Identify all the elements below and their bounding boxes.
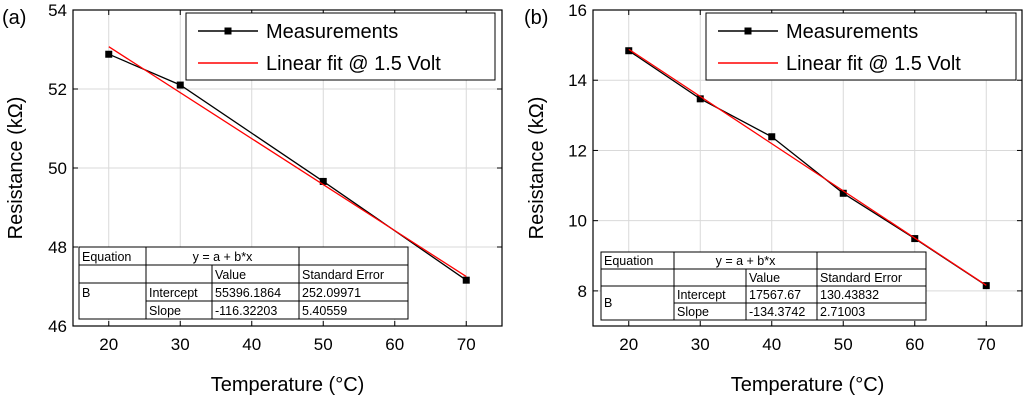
fit-table-header-value: Value	[215, 268, 246, 282]
series-line-linear-fit	[108, 46, 467, 278]
legend-label: Linear fit @ 1.5 Volt	[266, 53, 441, 75]
x-tick-label: 20	[99, 335, 118, 354]
y-tick-label: 12	[568, 141, 587, 160]
data-point	[696, 95, 704, 103]
data-point	[176, 81, 184, 89]
x-tick-label: 50	[314, 335, 333, 354]
fit-table-row-name: Slope	[149, 304, 181, 318]
fit-table-parameter: B	[82, 286, 90, 300]
fit-table-row-name: Slope	[677, 305, 709, 319]
fit-table-equation-label: Equation	[82, 250, 131, 264]
y-tick-label: 8	[578, 282, 587, 301]
fit-table-row-error: 130.43832	[820, 288, 879, 302]
series-line-linear-fit	[628, 48, 987, 286]
data-point	[839, 189, 847, 197]
fit-table-header-error: Standard Error	[302, 268, 384, 282]
x-tick-label: 60	[905, 335, 924, 354]
fit-table-header-value: Value	[749, 271, 780, 285]
fit-table-equation: y = a + b*x	[716, 254, 777, 268]
x-tick-label: 40	[762, 335, 781, 354]
y-tick-label: 10	[568, 212, 587, 231]
fit-table-row-value: 55396.1864	[215, 286, 281, 300]
x-tick-label: 60	[385, 335, 404, 354]
legend-box	[705, 12, 1017, 81]
y-tick-label: 54	[48, 1, 67, 20]
fit-table-header-error: Standard Error	[820, 271, 902, 285]
y-tick-label: 46	[48, 317, 67, 336]
x-tick-label: 70	[977, 335, 996, 354]
data-point	[319, 177, 327, 185]
fit-table-row-value: -134.3742	[749, 305, 805, 319]
y-tick-label: 48	[48, 238, 67, 257]
legend-box	[185, 12, 496, 81]
chart-panel-a: 20 30 40 50 60 70 46 48 50 52 54 Temperature (°C) Re…	[2, 1, 503, 396]
fit-table-row-name: Intercept	[149, 286, 198, 300]
fit-table-row-error: 2.71003	[820, 305, 865, 319]
data-point	[462, 276, 470, 284]
y-tick-label: 14	[568, 71, 587, 90]
fit-table-equation-label: Equation	[604, 254, 653, 268]
x-tick-label: 30	[171, 335, 190, 354]
x-axis-label: Temperature (°C)	[211, 374, 365, 396]
chart-panel-b: 20 30 40 50 60 70 8 10 12 14 16 Temperature (°C) Res…	[524, 1, 1023, 396]
legend-label: Measurements	[266, 21, 398, 43]
x-tick-label: 50	[834, 335, 853, 354]
data-point	[625, 47, 633, 55]
fit-table-row-name: Intercept	[677, 288, 726, 302]
fit-table-row-error: 5.40559	[302, 304, 347, 318]
x-tick-label: 30	[691, 335, 710, 354]
x-tick-label: 20	[619, 335, 638, 354]
data-point	[768, 133, 776, 141]
fit-table-parameter: B	[604, 296, 612, 310]
fit-table-row-value: 17567.67	[749, 288, 801, 302]
fit-table-equation: y = a + b*x	[193, 250, 254, 264]
y-axis-label: Resistance (kΩ)	[5, 97, 27, 240]
series-line-measurements	[108, 53, 467, 281]
y-tick-label: 16	[568, 1, 587, 20]
y-tick-label: 52	[48, 80, 67, 99]
legend-label: Measurements	[786, 21, 918, 43]
x-axis-label: Temperature (°C)	[731, 374, 885, 396]
x-tick-label: 40	[242, 335, 261, 354]
panel-label: (a)	[2, 7, 26, 29]
data-point	[105, 50, 113, 58]
plot-frame	[592, 9, 1023, 327]
legend-label: Linear fit @ 1.5 Volt	[786, 53, 961, 75]
data-point	[982, 282, 990, 290]
panel-label: (b)	[524, 7, 548, 29]
y-tick-label: 50	[48, 159, 67, 178]
legend-marker	[224, 27, 232, 35]
x-tick-label: 70	[457, 335, 476, 354]
legend-marker	[744, 27, 752, 35]
y-axis-label: Resistance (kΩ)	[526, 97, 548, 240]
fit-table-row-error: 252.09971	[302, 286, 361, 300]
fit-table-row-value: -116.32203	[215, 304, 277, 318]
